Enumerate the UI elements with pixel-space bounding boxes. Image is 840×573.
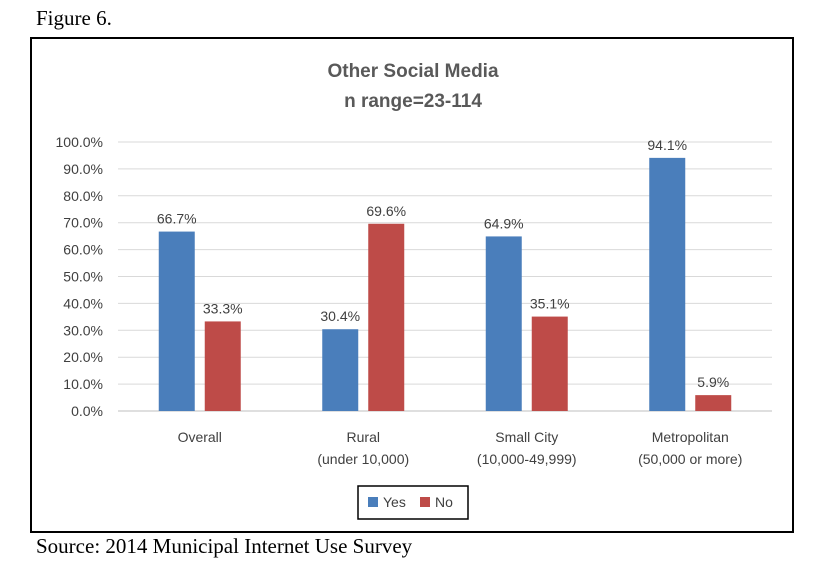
data-label: 66.7% (157, 211, 197, 227)
x-tick-label: Rural (347, 429, 380, 445)
y-tick-label: 100.0% (56, 134, 103, 150)
x-tick-label: Overall (178, 429, 222, 445)
bar-yes (322, 329, 359, 411)
y-tick-label: 90.0% (63, 161, 103, 177)
bar-yes (649, 157, 686, 411)
bar-yes (485, 236, 522, 411)
y-tick-label: 30.0% (63, 322, 103, 338)
bar-no (695, 395, 732, 411)
x-tick-label: (under 10,000) (317, 451, 409, 467)
legend: Yes No (357, 485, 469, 520)
legend-label-yes: Yes (383, 494, 406, 510)
data-label: 69.6% (366, 203, 406, 219)
y-tick-label: 50.0% (63, 269, 103, 285)
y-tick-label: 0.0% (71, 403, 103, 419)
chart-title: Other Social Media (327, 61, 498, 82)
x-tick-label: Small City (495, 429, 558, 445)
y-tick-label: 70.0% (63, 215, 103, 231)
data-label: 30.4% (320, 308, 360, 324)
x-tick-label: (10,000-49,999) (477, 451, 577, 467)
y-tick-label: 80.0% (63, 188, 103, 204)
x-tick-label: (50,000 or more) (638, 451, 742, 467)
source-note: Source: 2014 Municipal Internet Use Surv… (36, 534, 413, 558)
y-axis: 0.0% 10.0% 20.0% 30.0% 40.0% 50.0% 60.0% 70.0% 8… (56, 134, 103, 419)
y-tick-label: 10.0% (63, 376, 103, 392)
data-label: 5.9% (697, 374, 729, 390)
y-tick-label: 20.0% (63, 349, 103, 365)
y-tick-label: 60.0% (63, 242, 103, 258)
legend-label-no: No (435, 494, 453, 510)
y-tick-label: 40.0% (63, 295, 103, 311)
bar-no (531, 316, 568, 411)
data-label: 33.3% (203, 300, 243, 316)
data-label: 35.1% (530, 296, 570, 312)
x-axis: Overall Rural (under 10,000) Small City (10,… (178, 429, 743, 467)
x-tick-label: Metropolitan (652, 429, 729, 445)
bars: 66.7% 33.3% 30.4% 69.6% 64.9% 35.1% 94.1% 5.9% (157, 137, 732, 411)
bar-no (368, 223, 405, 411)
data-label: 94.1% (647, 137, 687, 153)
bar-yes (158, 231, 195, 411)
chart-subtitle: n range=23-114 (344, 91, 482, 112)
bar-no (204, 321, 241, 411)
legend-swatch-yes (368, 497, 378, 507)
legend-swatch-no (420, 497, 430, 507)
figure-label: Figure 6. (36, 6, 112, 30)
data-label: 64.9% (484, 215, 524, 231)
